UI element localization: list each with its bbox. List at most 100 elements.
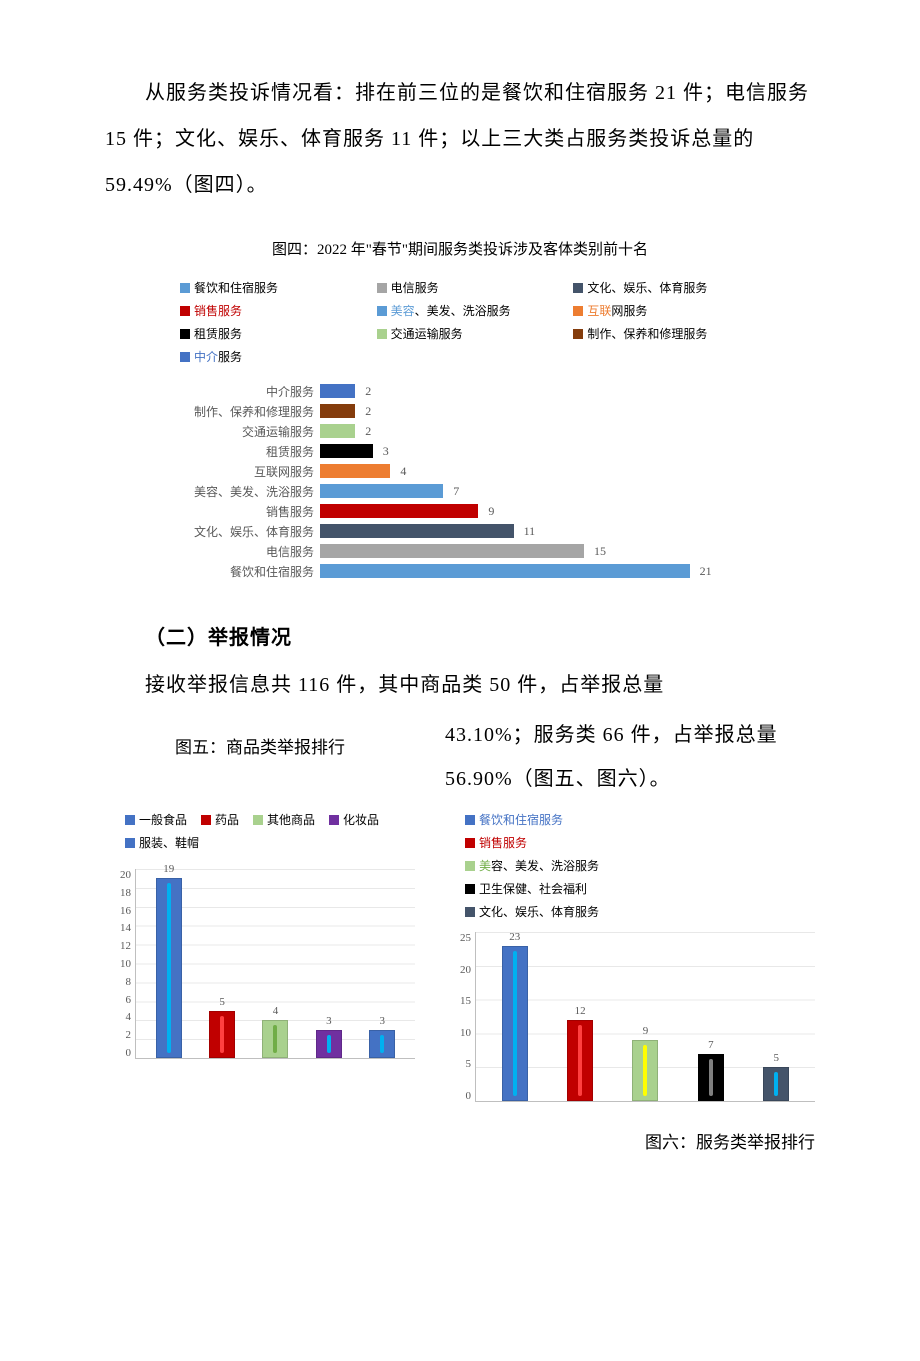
legend-label: 其他商品	[267, 811, 315, 828]
legend-label: 服装、鞋帽	[139, 834, 199, 851]
hbar-row: 交通运输服务2	[160, 421, 760, 441]
ytick: 20	[445, 964, 471, 976]
vbar-value: 12	[575, 1005, 586, 1017]
ytick: 25	[445, 932, 471, 944]
legend-swatch	[377, 306, 387, 316]
chart6: 2520151050 2312975	[445, 932, 815, 1122]
legend-item: 其他商品	[253, 811, 315, 828]
legend-label: 文化、娱乐、体育服务	[479, 903, 599, 920]
legend-swatch	[573, 283, 583, 293]
vbar-value: 7	[708, 1039, 714, 1051]
legend-item: 电信服务	[377, 279, 564, 296]
legend-label: 电信服务	[391, 279, 439, 296]
legend-label: 销售服务	[479, 834, 527, 851]
hbar-value: 3	[383, 444, 389, 459]
hbar-row: 租赁服务 3	[160, 441, 760, 461]
ytick: 0	[445, 1090, 471, 1102]
legend-item: 餐饮和住宿服务	[465, 811, 801, 828]
ytick: 16	[105, 905, 131, 917]
hbar-row: 制作、保养和修理服务 2	[160, 401, 760, 421]
hbar-value: 7	[453, 484, 459, 499]
vbar: 5	[209, 1011, 235, 1058]
legend-label: 药品	[215, 811, 239, 828]
hbar-label: 制作、保养和修理服务	[160, 403, 320, 420]
hbar-row: 美容、美发、洗浴服务 7	[160, 481, 760, 501]
legend-item: 美容、美发、洗浴服务	[377, 302, 564, 319]
hbar-row: 销售服务9	[160, 501, 760, 521]
legend-swatch	[573, 306, 583, 316]
hbar-track: 15	[320, 544, 760, 559]
legend-swatch	[329, 815, 339, 825]
legend-item: 销售服务	[180, 302, 367, 319]
hbar-row: 文化、娱乐、体育服务 11	[160, 521, 760, 541]
hbar-value: 2	[365, 424, 371, 439]
chart4: 餐饮和住宿服务电信服务文化、娱乐、体育服务销售服务美容、美发、洗浴服务互联网服务…	[160, 279, 760, 581]
legend-item: 美容、美发、洗浴服务	[465, 857, 801, 874]
legend-swatch	[465, 838, 475, 848]
legend-item: 文化、娱乐、体育服务	[465, 903, 801, 920]
hbar-value: 4	[400, 464, 406, 479]
vbar-value: 9	[643, 1025, 649, 1037]
paragraph-2: 接收举报信息共 116 件，其中商品类 50 件，占举报总量	[105, 662, 815, 708]
vbar: 4	[262, 1020, 288, 1058]
hbar-fill	[320, 484, 443, 498]
hbar-value: 2	[365, 404, 371, 419]
ytick: 10	[445, 1027, 471, 1039]
legend-item: 制作、保养和修理服务	[573, 325, 760, 342]
hbar-track: 4	[320, 464, 760, 479]
vbar-value: 5	[219, 996, 225, 1008]
legend-swatch	[180, 329, 190, 339]
chart5-yaxis: 20181614121086420	[105, 869, 131, 1059]
legend-item: 卫生保健、社会福利	[465, 880, 801, 897]
section-heading: （二）举报情况	[105, 621, 815, 650]
legend-item: 化妆品	[329, 811, 379, 828]
ytick: 0	[105, 1047, 131, 1059]
legend-swatch	[180, 306, 190, 316]
legend-swatch	[180, 352, 190, 362]
vbar-value: 3	[326, 1015, 332, 1027]
legend-item: 互联网服务	[573, 302, 760, 319]
hbar-row: 电信服务15	[160, 541, 760, 561]
hbar-fill	[320, 444, 373, 458]
hbar-fill	[320, 544, 584, 558]
hbar-track: 21	[320, 564, 760, 579]
legend-item: 文化、娱乐、体育服务	[573, 279, 760, 296]
hbar-label: 餐饮和住宿服务	[160, 563, 320, 580]
legend-label: 餐饮和住宿服务	[479, 811, 563, 828]
legend-label: 美容、美发、洗浴服务	[391, 302, 511, 319]
chart4-legend: 餐饮和住宿服务 电信服务 文化、娱乐、体育服务销售服务 美容、美发、洗浴服务 互联网服务…	[160, 279, 760, 365]
hbar-value: 2	[365, 384, 371, 399]
legend-swatch	[201, 815, 211, 825]
hbar-value: 11	[524, 524, 536, 539]
hbar-value: 21	[700, 564, 712, 579]
vbar-value: 4	[273, 1005, 279, 1017]
legend-swatch	[465, 907, 475, 917]
chart6-legend: 餐饮和住宿服务销售服务美容、美发、洗浴服务卫生保健、社会福利文化、娱乐、体育服务	[445, 811, 815, 920]
legend-swatch	[125, 815, 135, 825]
chart6-title: 图六：服务类举报排行	[445, 1128, 815, 1153]
legend-label: 租赁服务	[194, 325, 242, 342]
legend-item: 租赁服务	[180, 325, 367, 342]
legend-item: 交通运输服务	[377, 325, 564, 342]
hbar-label: 文化、娱乐、体育服务	[160, 523, 320, 540]
ytick: 2	[105, 1029, 131, 1041]
ytick: 12	[105, 940, 131, 952]
legend-label: 互联网服务	[587, 302, 647, 319]
hbar-label: 租赁服务	[160, 443, 320, 460]
vbar: 5	[763, 1067, 789, 1101]
hbar-label: 互联网服务	[160, 463, 320, 480]
legend-label: 化妆品	[343, 811, 379, 828]
hbar-fill	[320, 404, 355, 418]
hbar-fill	[320, 504, 478, 518]
legend-label: 卫生保健、社会福利	[479, 880, 587, 897]
legend-label: 文化、娱乐、体育服务	[587, 279, 707, 296]
paragraph-3: 43.10%；服务类 66 件，占举报总量56.90%（图五、图六）。	[445, 713, 815, 801]
hbar-fill	[320, 424, 355, 438]
legend-label: 销售服务	[194, 302, 242, 319]
chart5-legend: 一般食品药品其他商品化妆品服装、鞋帽	[105, 811, 415, 857]
hbar-fill	[320, 464, 390, 478]
legend-label: 餐饮和住宿服务	[194, 279, 278, 296]
hbar-value: 15	[594, 544, 606, 559]
hbar-label: 美容、美发、洗浴服务	[160, 483, 320, 500]
hbar-track: 11	[320, 524, 760, 539]
